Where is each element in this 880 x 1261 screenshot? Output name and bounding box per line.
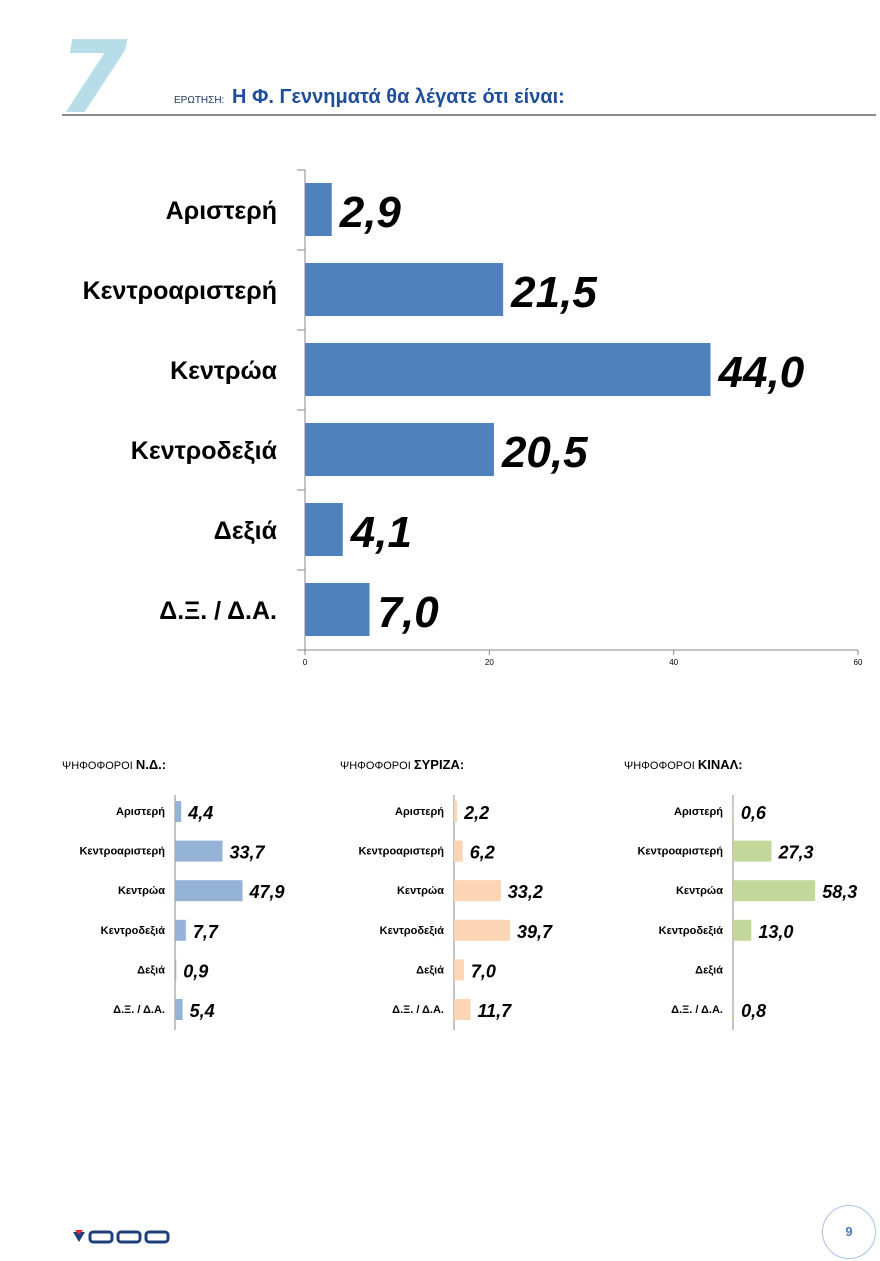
value-label: 0,9 (183, 961, 208, 981)
value-label: 7,0 (378, 588, 440, 637)
value-label: 33,7 (230, 843, 266, 863)
value-label: 20,5 (501, 428, 588, 477)
value-label: 47,9 (249, 882, 285, 902)
category-label: Δ.Ξ. / Δ.Α. (159, 597, 277, 625)
category-label: Αριστερή (674, 806, 723, 818)
question-number: 7 (58, 19, 128, 136)
value-label: 39,7 (517, 922, 553, 942)
page-number: 9 (822, 1205, 876, 1259)
bar (733, 919, 752, 941)
bar (175, 801, 182, 822)
category-label: Κεντροδεξιά (101, 925, 166, 937)
category-label: Δεξιά (695, 964, 723, 976)
bar (454, 801, 458, 822)
bar (175, 959, 177, 981)
bar (454, 919, 510, 941)
bar (733, 999, 735, 1020)
title-prefix: ΨΗΦΟΦΟΡΟΙ (624, 760, 695, 772)
value-label: 2,2 (463, 803, 489, 823)
category-label: Δ.Ξ. / Δ.Α. (392, 1004, 444, 1016)
gpo-logo (73, 1230, 170, 1244)
bar (175, 919, 186, 941)
category-label: Κεντροδεξιά (659, 925, 724, 937)
x-tick-label: 60 (854, 658, 863, 667)
category-label: Κεντρώα (397, 885, 444, 897)
value-label: 4,1 (350, 508, 412, 557)
bar (454, 840, 463, 862)
party-name: Ν.Δ.: (135, 757, 167, 772)
value-label: 7,7 (193, 922, 219, 942)
nd-chart-title: ΨΗΦΟΦΟΡΟΙ Ν.Δ.: (62, 757, 166, 772)
category-label: Κεντροαριστερή (79, 846, 165, 858)
value-label: 2,9 (339, 188, 402, 237)
value-label: 5,4 (190, 1001, 215, 1021)
value-label: 13,0 (758, 922, 793, 942)
value-label: 0,6 (741, 803, 767, 823)
bar (733, 880, 816, 902)
value-label: 21,5 (510, 268, 597, 317)
category-label: Κεντρώα (118, 885, 165, 897)
title-prefix: ΨΗΦΟΦΟΡΟΙ (340, 760, 411, 772)
bar (175, 840, 223, 862)
category-label: Δ.Ξ. / Δ.Α. (671, 1004, 723, 1016)
x-tick-label: 0 (303, 658, 308, 667)
category-label: Κεντροαριστερή (83, 277, 277, 305)
question-title: Η Φ. Γεννηματά θα λέγατε ότι είναι: (232, 86, 565, 108)
category-label: Κεντροαριστερή (637, 846, 723, 858)
bar (305, 583, 370, 636)
x-tick-label: 40 (669, 658, 678, 667)
category-label: Δ.Ξ. / Δ.Α. (113, 1004, 165, 1016)
bar (454, 880, 501, 902)
value-label: 4,4 (187, 803, 213, 823)
x-tick-label: 20 (485, 658, 494, 667)
bar (305, 263, 504, 316)
value-label: 6,2 (470, 843, 495, 863)
category-label: Δεξιά (416, 964, 444, 976)
bar (305, 343, 711, 396)
party-name: ΣΥΡΙΖΑ: (413, 757, 465, 772)
value-label: 7,0 (471, 961, 496, 981)
small-charts: Αριστερή 4,4 Κεντροαριστερή 33,7 Κεντρώα 47,9… (79, 795, 857, 1030)
bar (175, 880, 243, 902)
party-name: ΚΙΝΑΛ: (697, 757, 743, 772)
category-label: Δεξιά (214, 517, 278, 545)
category-label: Κεντροδεξιά (131, 437, 278, 465)
bar (733, 840, 772, 862)
title-prefix: ΨΗΦΟΦΟΡΟΙ (62, 760, 133, 772)
header-divider (62, 114, 876, 116)
value-label: 58,3 (822, 882, 857, 902)
bar (454, 999, 471, 1020)
kinal-chart-title: ΨΗΦΟΦΟΡΟΙ ΚΙΝΑΛ: (624, 757, 743, 772)
category-label: Δεξιά (137, 964, 165, 976)
category-label: Αριστερή (166, 197, 277, 225)
category-label: Κεντρώα (170, 357, 278, 385)
value-label: 27,3 (777, 843, 813, 863)
category-label: Κεντρώα (676, 885, 723, 897)
value-label: 11,7 (477, 1001, 512, 1021)
bar (175, 999, 183, 1020)
main-chart: Αριστερή 2,9 Κεντροαριστερή 21,5 Κεντρώα 44,0… (83, 169, 863, 667)
category-label: Κεντροδεξιά (380, 925, 445, 937)
value-label: 44,0 (718, 348, 805, 397)
bar (305, 503, 343, 556)
syriza-chart-title: ΨΗΦΟΦΟΡΟΙ ΣΥΡΙΖΑ: (340, 757, 464, 772)
category-label: Αριστερή (116, 806, 165, 818)
bar (733, 801, 734, 822)
category-label: Αριστερή (395, 806, 444, 818)
question-label: ΕΡΩΤΗΣΗ: (174, 95, 225, 106)
bar (454, 959, 464, 981)
category-label: Κεντροαριστερή (358, 846, 444, 858)
bar (305, 183, 332, 236)
bar (305, 423, 494, 476)
value-label: 33,2 (508, 882, 543, 902)
value-label: 0,8 (741, 1001, 766, 1021)
